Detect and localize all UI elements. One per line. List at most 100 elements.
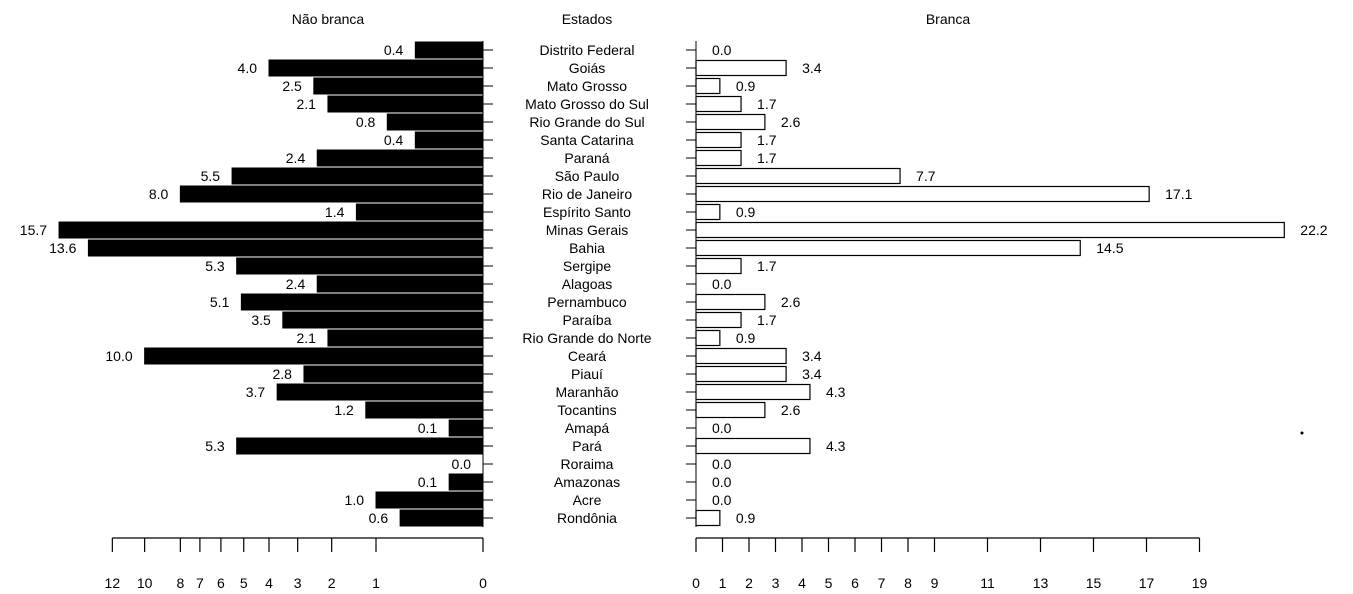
left-axis-tick-label: 1 — [372, 575, 380, 591]
nao-branca-value-label: 0.6 — [369, 510, 389, 526]
branca-bar — [695, 239, 1081, 257]
nao-branca-value-label: 2.1 — [296, 330, 316, 346]
right-axis-tick-label: 3 — [772, 575, 780, 591]
state-label: Alagoas — [562, 276, 613, 292]
branca-bar — [695, 347, 787, 365]
branca-value-label: 0.9 — [736, 78, 756, 94]
branca-bar — [695, 59, 787, 77]
state-label: São Paulo — [555, 168, 620, 184]
branca-value-label: 0.9 — [736, 510, 756, 526]
branca-value-label: 3.4 — [802, 348, 822, 364]
nao-branca-value-label: 0.8 — [356, 114, 376, 130]
state-label: Rio Grande do Sul — [529, 114, 644, 130]
branca-value-label: 0.0 — [712, 420, 732, 436]
left-axis-tick-label: 5 — [240, 575, 248, 591]
branca-bar — [695, 383, 811, 401]
state-label: Rio de Janeiro — [542, 186, 632, 202]
nao-branca-value-label: 3.5 — [251, 312, 271, 328]
state-label: Piauí — [571, 366, 603, 382]
nao-branca-value-label: 8.0 — [149, 186, 169, 202]
branca-bar — [695, 185, 1150, 203]
branca-value-label: 14.5 — [1096, 240, 1123, 256]
state-label: Bahia — [569, 240, 605, 256]
branca-bar — [695, 365, 787, 383]
branca-value-label: 2.6 — [781, 114, 801, 130]
branca-value-label: 4.3 — [826, 384, 846, 400]
left-axis-tick-label: 3 — [294, 575, 302, 591]
branca-value-label: 0.9 — [736, 330, 756, 346]
nao-branca-value-label: 2.5 — [282, 78, 302, 94]
branca-bar — [695, 77, 721, 95]
nao-branca-value-label: 4.0 — [238, 60, 258, 76]
branca-bars: 0.03.40.91.72.61.71.77.717.10.922.214.51… — [686, 42, 1328, 527]
state-label: Santa Catarina — [540, 132, 634, 148]
nao-branca-value-label: 15.7 — [20, 222, 47, 238]
branca-bar — [695, 131, 742, 149]
branca-value-label: 0.9 — [736, 204, 756, 220]
left-panel-title: Não branca — [292, 11, 365, 27]
branca-value-label: 1.7 — [757, 312, 777, 328]
state-label: Mato Grosso do Sul — [525, 96, 649, 112]
branca-bar — [695, 437, 811, 455]
left-axis-tick-label: 4 — [265, 575, 273, 591]
nao-branca-bar — [58, 221, 484, 239]
left-axis-tick-label: 10 — [137, 575, 153, 591]
branca-bar — [695, 329, 721, 347]
nao-branca-bar — [282, 311, 484, 329]
right-axis-tick-label: 5 — [825, 575, 833, 591]
nao-branca-bar — [236, 257, 484, 275]
left-axis-tick-label: 0 — [479, 575, 487, 591]
branca-value-label: 4.3 — [826, 438, 846, 454]
nao-branca-value-label: 2.4 — [286, 276, 306, 292]
right-axis-tick-label: 17 — [1139, 575, 1155, 591]
left-axis-tick-label: 12 — [105, 575, 121, 591]
stray-dot — [1300, 431, 1304, 435]
nao-branca-value-label: 3.7 — [246, 384, 266, 400]
branca-value-label: 1.7 — [757, 258, 777, 274]
left-axis-tick-label: 2 — [328, 575, 336, 591]
nao-branca-value-label: 13.6 — [49, 240, 76, 256]
nao-branca-bar — [414, 41, 484, 59]
branca-bar — [695, 203, 721, 221]
state-label: Distrito Federal — [540, 42, 635, 58]
right-axis-tick-label: 13 — [1033, 575, 1049, 591]
branca-value-label: 0.0 — [712, 492, 732, 508]
state-label: Ceará — [568, 348, 606, 364]
nao-branca-bar — [179, 185, 484, 203]
branca-bar — [695, 293, 766, 311]
nao-branca-value-label: 10.0 — [105, 348, 132, 364]
state-label: Acre — [573, 492, 602, 508]
right-axis-tick-label: 2 — [745, 575, 753, 591]
nao-branca-value-label: 2.8 — [272, 366, 292, 382]
branca-value-label: 3.4 — [802, 60, 822, 76]
nao-branca-bar — [327, 329, 484, 347]
branca-bar — [695, 149, 742, 167]
nao-branca-value-label: 0.4 — [384, 132, 404, 148]
nao-branca-bar — [87, 239, 484, 257]
branca-value-label: 0.0 — [712, 474, 732, 490]
branca-value-label: 2.6 — [781, 402, 801, 418]
nao-branca-value-label: 5.1 — [210, 294, 230, 310]
state-label: Tocantins — [557, 402, 616, 418]
branca-bar — [695, 257, 742, 275]
state-label: Paraná — [564, 150, 609, 166]
branca-value-label: 0.0 — [712, 42, 732, 58]
left-axis-tick-label: 6 — [217, 575, 225, 591]
right-axis-tick-label: 8 — [904, 575, 912, 591]
nao-branca-value-label: 1.0 — [345, 492, 365, 508]
branca-value-label: 1.7 — [757, 132, 777, 148]
nao-branca-bar — [268, 59, 484, 77]
nao-branca-bar — [448, 473, 484, 491]
nao-branca-value-label: 0.1 — [418, 420, 438, 436]
branca-bar — [695, 95, 742, 113]
nao-branca-bar — [313, 77, 484, 95]
right-axis-tick-label: 19 — [1192, 575, 1208, 591]
nao-branca-bar — [414, 131, 484, 149]
branca-value-label: 7.7 — [916, 168, 936, 184]
state-label: Rio Grande do Norte — [522, 330, 651, 346]
branca-value-label: 1.7 — [757, 150, 777, 166]
nao-branca-value-label: 1.2 — [334, 402, 354, 418]
right-axis-tick-label: 11 — [980, 575, 995, 591]
branca-value-label: 3.4 — [802, 366, 822, 382]
